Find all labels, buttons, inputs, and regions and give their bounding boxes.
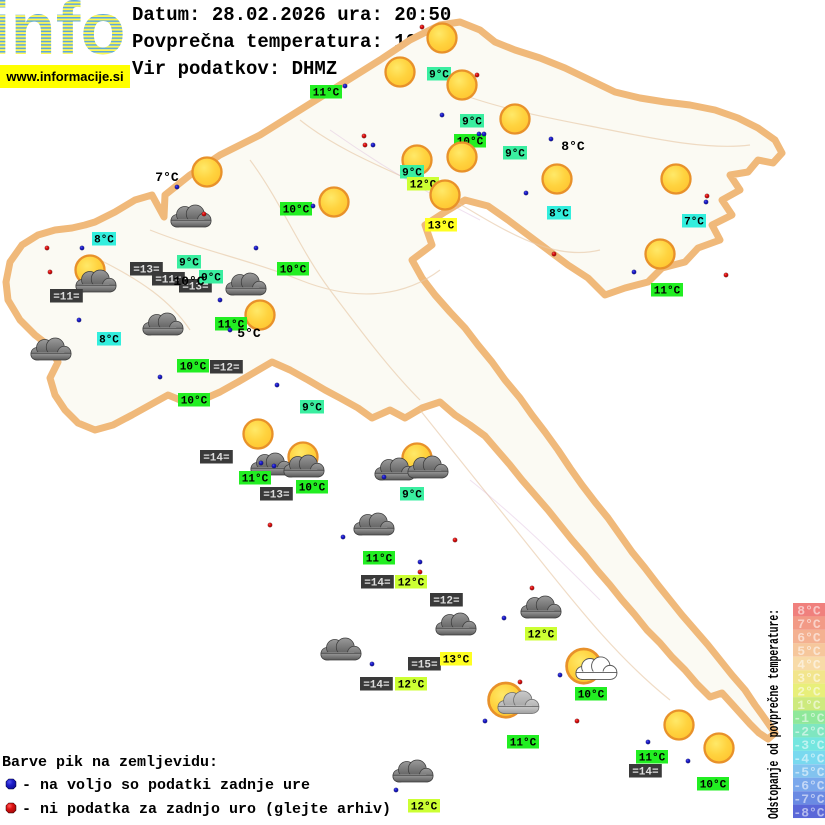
svg-text:5°C: 5°C xyxy=(237,326,261,341)
svg-text:10°C: 10°C xyxy=(283,205,310,217)
svg-text:13°C: 13°C xyxy=(428,221,455,233)
svg-text:=14=: =14= xyxy=(632,767,659,779)
svg-text:=13=: =13= xyxy=(263,490,290,502)
svg-text:11°C: 11°C xyxy=(366,554,393,566)
svg-text:12°C: 12°C xyxy=(528,630,555,642)
svg-text:10°C: 10°C xyxy=(181,396,208,408)
svg-text:10°C: 10°C xyxy=(578,690,605,702)
svg-text:11°C: 11°C xyxy=(242,474,269,486)
svg-text:=14=: =14= xyxy=(364,578,391,590)
svg-text:=15=: =15= xyxy=(411,660,438,672)
svg-text:12°C: 12°C xyxy=(398,680,425,692)
svg-text:9°C: 9°C xyxy=(462,117,482,129)
svg-text:9°C: 9°C xyxy=(505,149,525,161)
svg-text:9°C: 9°C xyxy=(179,258,199,270)
svg-text:=14=: =14= xyxy=(363,680,390,692)
svg-text:8°C: 8°C xyxy=(99,335,119,347)
svg-text:11°C: 11°C xyxy=(313,88,340,100)
svg-text:10°C: 10°C xyxy=(173,274,204,289)
svg-text:9°C: 9°C xyxy=(429,70,449,82)
svg-text:=11=: =11= xyxy=(53,292,80,304)
svg-text:12°C: 12°C xyxy=(398,578,425,590)
svg-text:8°C: 8°C xyxy=(561,139,585,154)
svg-text:8°C: 8°C xyxy=(549,209,569,221)
svg-text:11°C: 11°C xyxy=(654,286,681,298)
svg-text:Odstopanje od povprečne temper: Odstopanje od povprečne temperature: xyxy=(767,609,783,819)
svg-text:10°C: 10°C xyxy=(700,780,727,792)
svg-text:11°C: 11°C xyxy=(510,738,537,750)
svg-text:13°C: 13°C xyxy=(443,655,470,667)
svg-text:12°C: 12°C xyxy=(411,802,438,814)
svg-text:10°C: 10°C xyxy=(180,362,207,374)
svg-text:7°C: 7°C xyxy=(684,217,704,229)
svg-text:- ni podatka za zadnjo uro (gl: - ni podatka za zadnjo uro (glejte arhiv… xyxy=(22,801,391,818)
svg-text:-8°C: -8°C xyxy=(793,805,824,820)
svg-text:8°C: 8°C xyxy=(94,235,114,247)
svg-text:10°C: 10°C xyxy=(280,265,307,277)
svg-text:11°C: 11°C xyxy=(639,753,666,765)
svg-text:- na voljo so podatki zadnje u: - na voljo so podatki zadnje ure xyxy=(22,777,310,794)
svg-text:=12=: =12= xyxy=(433,596,460,608)
svg-text:10°C: 10°C xyxy=(299,483,326,495)
svg-text:Barve pik na zemljevidu:: Barve pik na zemljevidu: xyxy=(2,754,218,771)
svg-text:9°C: 9°C xyxy=(302,403,322,415)
svg-text:9°C: 9°C xyxy=(402,490,422,502)
svg-text:7°C: 7°C xyxy=(155,170,179,185)
svg-text:=12=: =12= xyxy=(213,363,240,375)
svg-text:=14=: =14= xyxy=(203,453,230,465)
